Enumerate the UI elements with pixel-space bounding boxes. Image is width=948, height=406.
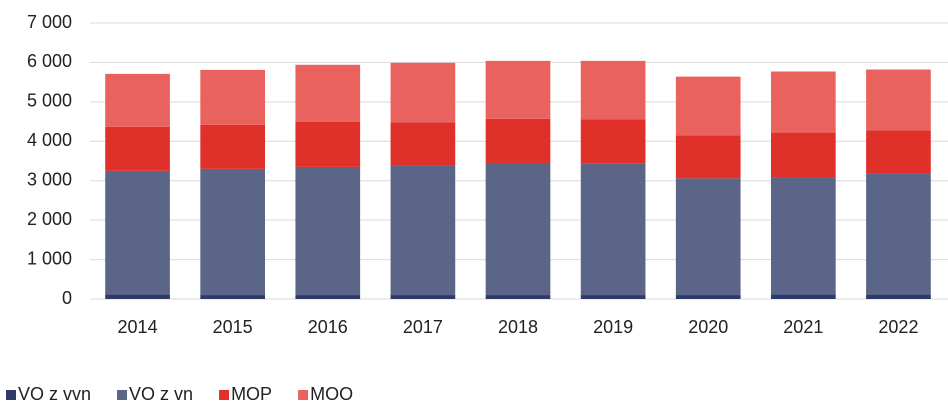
bar-segment (105, 294, 170, 299)
bar-segment (200, 168, 266, 296)
x-tick-label: 2022 (878, 317, 918, 337)
bar-segment (770, 177, 836, 295)
bar-segment (580, 295, 646, 299)
bar-segment (866, 130, 931, 174)
bar-segment (390, 295, 456, 299)
bar-segment (105, 170, 170, 295)
x-tick-label: 2021 (783, 317, 823, 337)
bar-segment (580, 119, 646, 164)
bar-segment (390, 122, 456, 166)
x-tick-label: 2017 (403, 317, 443, 337)
bar-segment (770, 71, 836, 133)
bar-segment (485, 295, 551, 299)
bar-segment (295, 166, 361, 296)
bar-segment (295, 121, 361, 167)
bar-segment (200, 69, 266, 125)
bar-segment (200, 124, 266, 169)
bar-segment (675, 295, 741, 299)
bar-segment (866, 69, 931, 131)
bar-segment (485, 162, 551, 296)
bar-segment (675, 135, 741, 179)
bar-segment (390, 165, 456, 296)
x-tick-label: 2020 (688, 317, 728, 337)
bar-segment (675, 178, 741, 296)
y-tick-label: 5 000 (27, 91, 72, 111)
bar-segment (770, 294, 836, 299)
bar-segment (866, 294, 931, 299)
x-tick-label: 2019 (593, 317, 633, 337)
bar-segment (485, 118, 551, 163)
y-tick-label: 1 000 (27, 248, 72, 268)
y-tick-label: 3 000 (27, 169, 72, 189)
legend-label: VO z vvn (18, 384, 91, 404)
y-tick-label: 2 000 (27, 209, 72, 229)
legend-label: MOO (310, 384, 353, 404)
legend-swatch (117, 390, 128, 400)
x-tick-label: 2015 (213, 317, 253, 337)
legend-label: MOP (231, 384, 272, 404)
bar-segment (295, 64, 361, 122)
bar-segment (770, 132, 836, 178)
bar-segment (295, 295, 361, 299)
legend-swatch (219, 390, 230, 400)
legend-swatch (6, 390, 16, 400)
bar-segment (866, 173, 931, 295)
bar-segment (105, 73, 170, 127)
y-tick-label: 7 000 (27, 12, 72, 32)
x-tick-label: 2018 (498, 317, 538, 337)
legend-label: VO z vn (129, 384, 193, 404)
y-tick-label: 0 (62, 288, 72, 308)
y-tick-label: 4 000 (27, 130, 72, 150)
bar-segment (675, 76, 741, 136)
y-tick-label: 6 000 (27, 51, 72, 71)
x-tick-label: 2014 (118, 317, 158, 337)
bar-segment (580, 163, 646, 296)
bar-segment (390, 62, 456, 123)
bar-segment (105, 126, 170, 171)
x-tick-label: 2016 (308, 317, 348, 337)
legend-swatch (298, 390, 309, 400)
bar-segment (485, 60, 551, 119)
bar-segment (200, 295, 266, 299)
bar-segment (580, 60, 646, 120)
